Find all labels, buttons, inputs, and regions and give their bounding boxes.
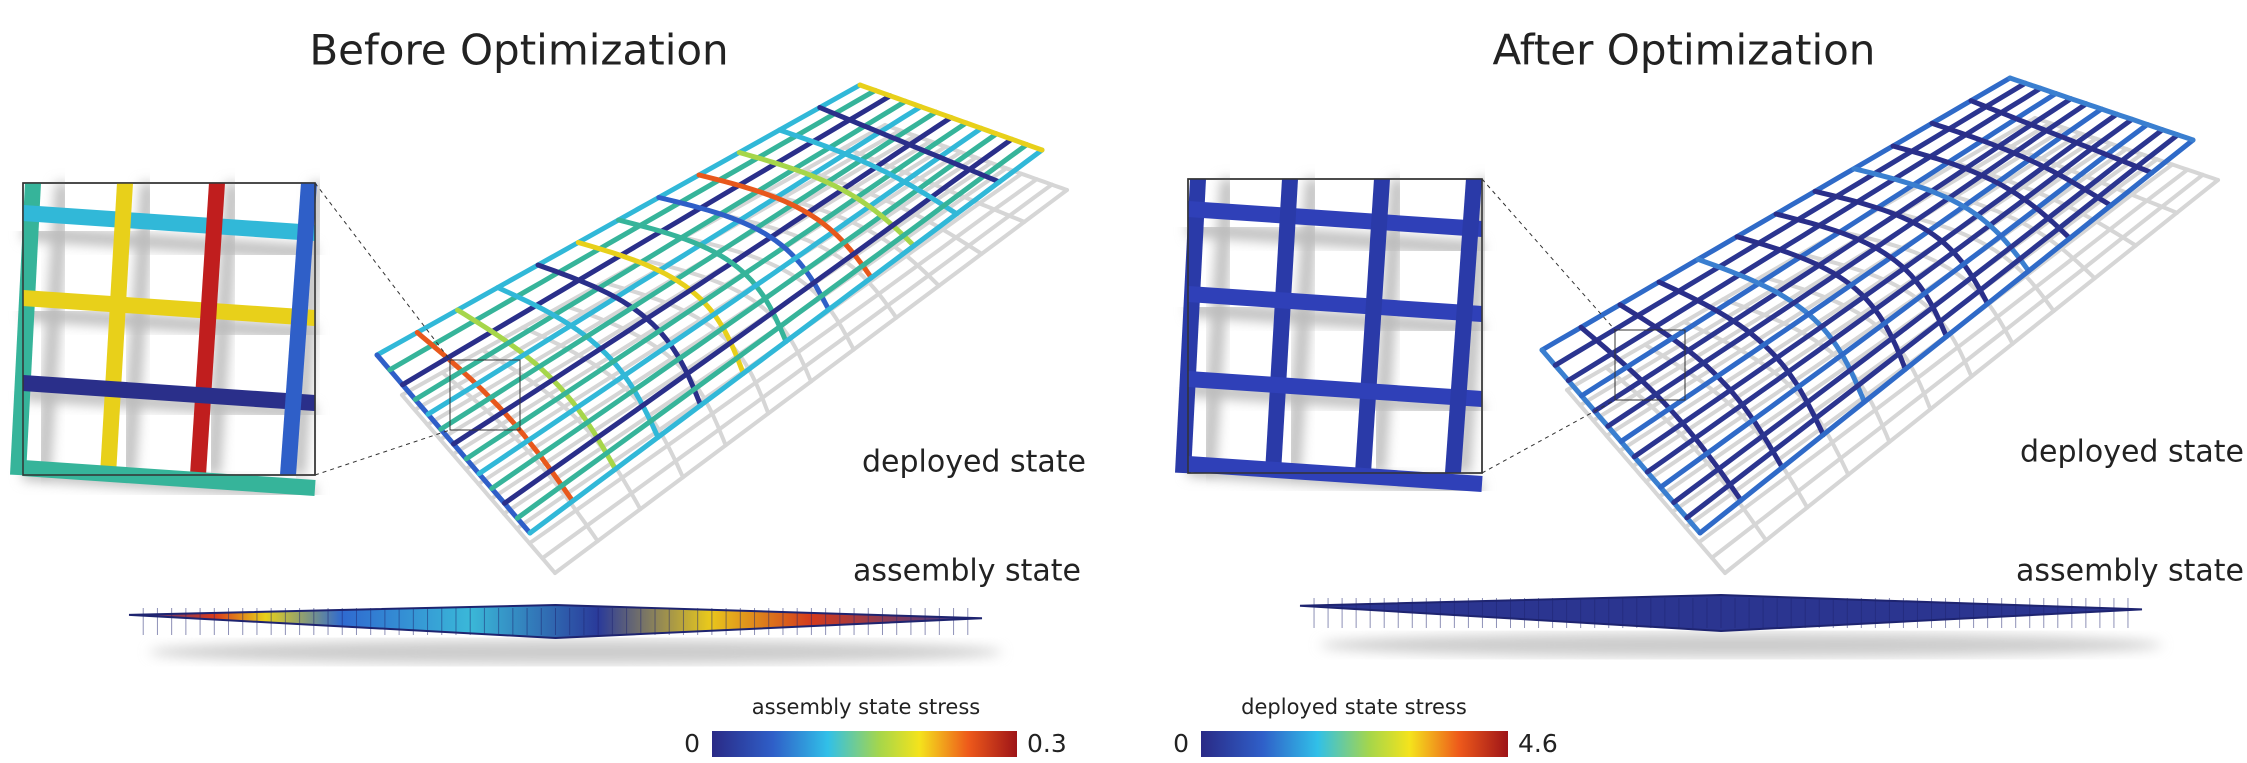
colorbar: assembly state stress 0 0.3 bbox=[684, 695, 1067, 758]
colorbar: deployed state stress 0 4.6 bbox=[1173, 695, 1558, 758]
strand bbox=[1555, 83, 2025, 365]
colorbar-label: deployed state stress bbox=[1241, 695, 1467, 719]
panel-title: After Optimization bbox=[1493, 26, 1876, 75]
colorbar-max: 4.6 bbox=[1518, 729, 1558, 758]
panel-title: Before Optimization bbox=[309, 26, 728, 75]
strip-shadow bbox=[1320, 633, 2162, 657]
deployed-label: deployed state bbox=[2020, 435, 2244, 470]
colorbar-label: assembly state stress bbox=[752, 695, 980, 719]
renderings bbox=[18, 78, 2218, 664]
assembly-label: assembly state bbox=[2016, 554, 2244, 589]
colorbar-min: 0 bbox=[1173, 729, 1189, 758]
leader bbox=[315, 430, 450, 475]
colorbar-max: 0.3 bbox=[1027, 729, 1067, 758]
figure: Before Optimization After Optimization d… bbox=[0, 0, 2247, 763]
leader bbox=[1482, 179, 1615, 330]
colorbar-scale bbox=[712, 731, 1017, 757]
leader bbox=[315, 183, 450, 360]
deployed-label: deployed state bbox=[862, 445, 1086, 480]
strip-shadow bbox=[149, 640, 1002, 664]
colorbar-min: 0 bbox=[684, 729, 700, 758]
assembly-label: assembly state bbox=[853, 554, 1081, 589]
leader bbox=[1482, 400, 1615, 473]
colorbar-scale bbox=[1201, 731, 1508, 757]
